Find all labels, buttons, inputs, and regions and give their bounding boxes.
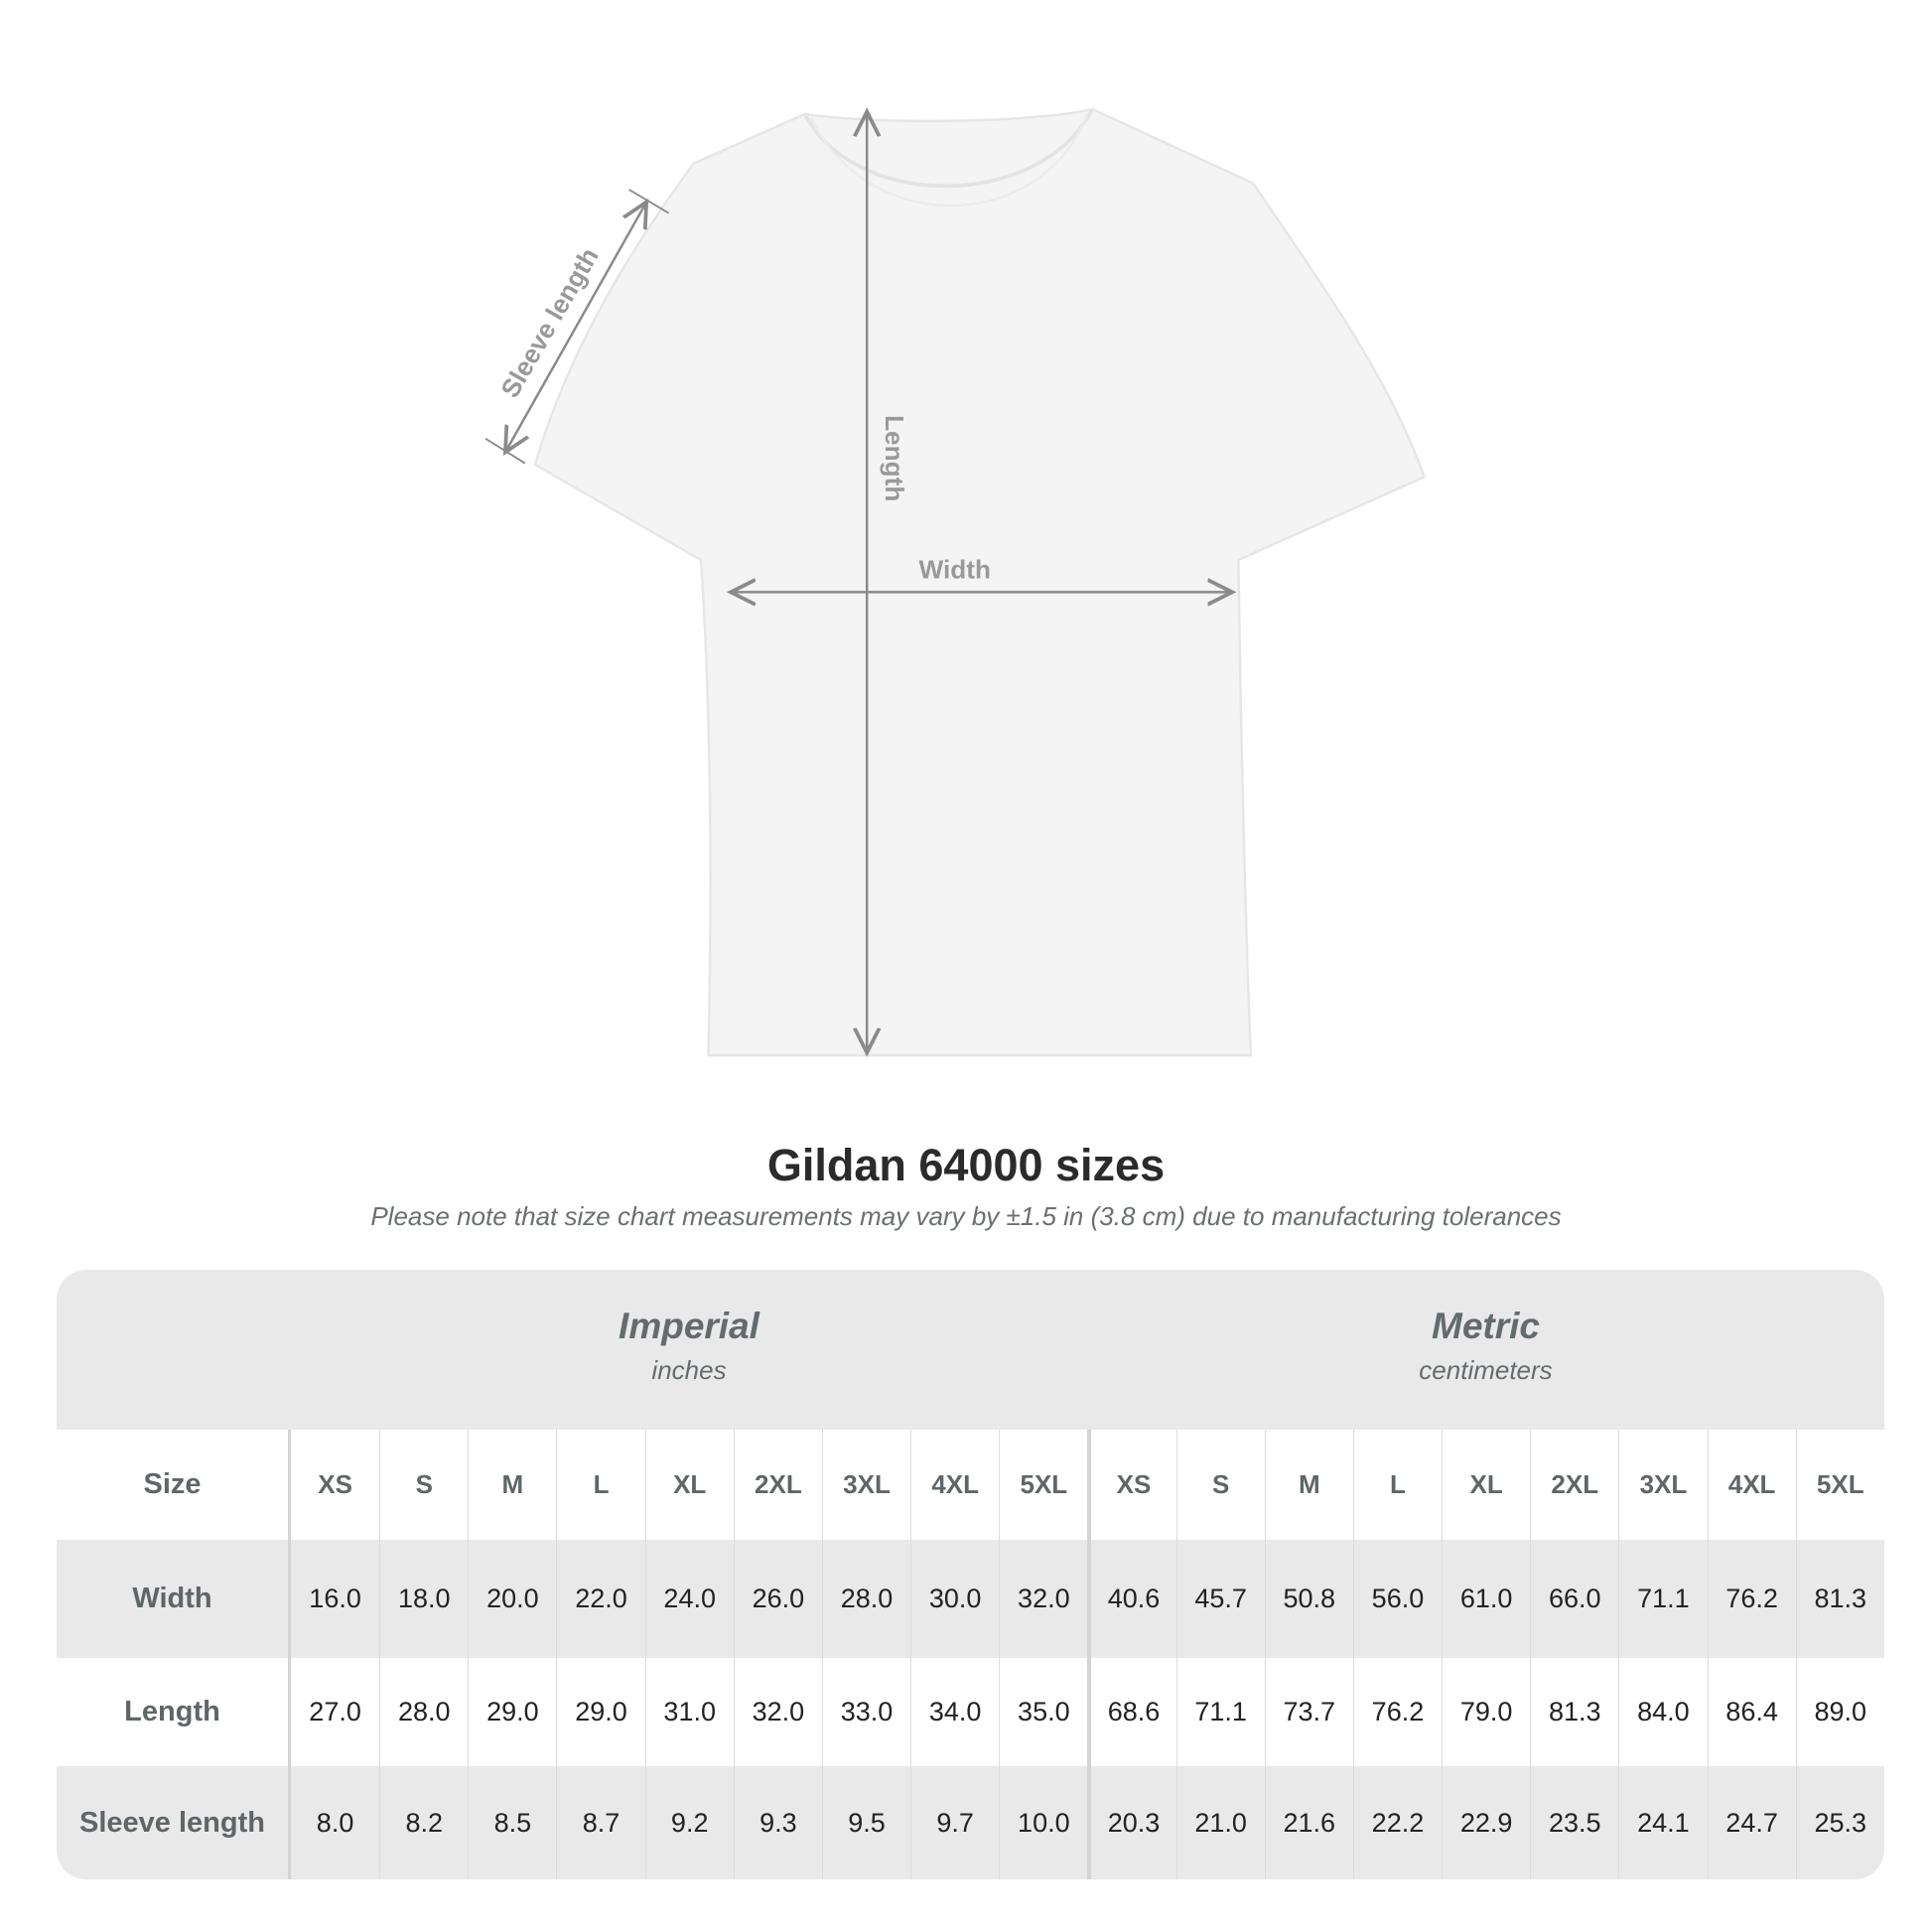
imperial-value-cell: 29.0 bbox=[468, 1658, 556, 1766]
metric-size-xs: XS bbox=[1087, 1430, 1175, 1540]
metric-value-cell: 22.9 bbox=[1442, 1766, 1530, 1879]
metric-value-cell: 21.6 bbox=[1264, 1766, 1353, 1879]
imperial-size-5xl: 5XL bbox=[999, 1430, 1087, 1540]
metric-size-2xl: 2XL bbox=[1530, 1430, 1618, 1540]
metric-value-cell: 76.2 bbox=[1352, 1658, 1442, 1766]
imperial-size-3xl: 3XL bbox=[821, 1430, 910, 1540]
imperial-value-cell: 8.0 bbox=[316, 1807, 354, 1838]
table-row-length: Length 27.0 28.0 29.0 29.0 31.0 32.0 33.0 34.0 35… bbox=[57, 1658, 1884, 1766]
imperial-value-cell: 9.3 bbox=[733, 1766, 822, 1879]
metric-value-cell: 71.1 bbox=[1618, 1540, 1707, 1658]
size-header-row: Size XS S M L XL 2XL 3XL 4XL 5XL XS S M L XL 2XL 3XL 4XL 5… bbox=[57, 1430, 1884, 1540]
imperial-value-cell: 34.0 bbox=[910, 1658, 999, 1766]
imperial-value-cell: 26.0 bbox=[733, 1540, 822, 1658]
table-row-width: Width 16.0 18.0 20.0 22.0 24.0 26.0 28.0 30.0 32.… bbox=[57, 1540, 1884, 1658]
imperial-value-cell: 27.0 bbox=[309, 1697, 361, 1726]
metric-value-cell: 56.0 bbox=[1352, 1540, 1442, 1658]
imperial-size-s: S bbox=[379, 1430, 468, 1540]
imperial-value-cell: 31.0 bbox=[644, 1658, 734, 1766]
imperial-value-cell: 8.7 bbox=[556, 1766, 644, 1879]
metric-header: Metric centimeters bbox=[1087, 1270, 1884, 1430]
imperial-value-cell: 24.0 bbox=[644, 1540, 734, 1658]
imperial-value-cell: 20.0 bbox=[468, 1540, 556, 1658]
imperial-value-cell: 29.0 bbox=[556, 1658, 644, 1766]
metric-value-cell: 81.3 bbox=[1795, 1540, 1884, 1658]
imperial-value-cell: 32.0 bbox=[733, 1658, 822, 1766]
metric-value-cell: 24.7 bbox=[1707, 1766, 1796, 1879]
imperial-value-cell: 28.0 bbox=[821, 1540, 910, 1658]
imperial-value-cell: 18.0 bbox=[379, 1540, 468, 1658]
metric-value-cell: 20.3 bbox=[1087, 1766, 1175, 1879]
metric-value-cell: 24.1 bbox=[1618, 1766, 1707, 1879]
metric-value-cell: 22.2 bbox=[1352, 1766, 1442, 1879]
metric-value-cell: 40.6 bbox=[1087, 1540, 1175, 1658]
imperial-value-cell: 9.7 bbox=[910, 1766, 999, 1879]
metric-value-cell: 79.0 bbox=[1442, 1658, 1530, 1766]
row-label: Sleeve length bbox=[57, 1766, 291, 1879]
imperial-size-xl: XL bbox=[644, 1430, 734, 1540]
row-label: Length bbox=[57, 1658, 291, 1766]
imperial-unit: inches bbox=[651, 1355, 727, 1385]
metric-size-xl: XL bbox=[1442, 1430, 1530, 1540]
imperial-value-cell: 32.0 bbox=[999, 1540, 1087, 1658]
imperial-header: Imperial inches bbox=[291, 1270, 1087, 1430]
imperial-value-cell: 10.0 bbox=[999, 1766, 1087, 1879]
metric-value-cell: 61.0 bbox=[1442, 1540, 1530, 1658]
sleeve-arrow bbox=[505, 202, 646, 452]
width-label: Width bbox=[919, 555, 991, 585]
metric-value-cell: 25.3 bbox=[1795, 1766, 1884, 1879]
imperial-value-cell: 22.0 bbox=[556, 1540, 644, 1658]
metric-size-4xl: 4XL bbox=[1707, 1430, 1796, 1540]
imperial-value-cell: 9.2 bbox=[644, 1766, 734, 1879]
page-title: Gildan 64000 sizes bbox=[766, 1140, 1166, 1190]
metric-value-cell: 71.1 bbox=[1175, 1658, 1265, 1766]
imperial-value-cell: 9.5 bbox=[821, 1766, 910, 1879]
collar bbox=[803, 108, 1094, 189]
imperial-title: Imperial bbox=[619, 1306, 759, 1346]
metric-value-cell: 50.8 bbox=[1264, 1540, 1353, 1658]
imperial-size-2xl: 2XL bbox=[733, 1430, 822, 1540]
imperial-value-cell: 8.2 bbox=[379, 1766, 468, 1879]
metric-size-m: M bbox=[1264, 1430, 1353, 1540]
metric-value-cell: 86.4 bbox=[1707, 1658, 1796, 1766]
imperial-value-cell: 30.0 bbox=[910, 1540, 999, 1658]
metric-value-cell: 81.3 bbox=[1530, 1658, 1618, 1766]
metric-value-cell: 89.0 bbox=[1795, 1658, 1884, 1766]
imperial-value-cell: 16.0 bbox=[309, 1584, 361, 1613]
metric-size-3xl: 3XL bbox=[1618, 1430, 1707, 1540]
metric-value-cell: 73.7 bbox=[1264, 1658, 1353, 1766]
imperial-value-cell: 8.5 bbox=[468, 1766, 556, 1879]
imperial-size-xs: XS bbox=[318, 1469, 352, 1499]
imperial-value-cell: 33.0 bbox=[821, 1658, 910, 1766]
metric-title: Metric bbox=[1432, 1306, 1540, 1346]
metric-size-5xl: 5XL bbox=[1795, 1430, 1884, 1540]
tshirt-measurement-diagram: Length Width Sleeve length bbox=[484, 0, 1427, 1115]
metric-value-cell: 45.7 bbox=[1175, 1540, 1265, 1658]
metric-value-cell: 84.0 bbox=[1618, 1658, 1707, 1766]
imperial-size-4xl: 4XL bbox=[910, 1430, 999, 1540]
imperial-value-cell: 35.0 bbox=[999, 1658, 1087, 1766]
metric-size-l: L bbox=[1352, 1430, 1442, 1540]
row-label: Width bbox=[57, 1540, 291, 1658]
metric-unit: centimeters bbox=[1419, 1355, 1553, 1385]
metric-value-cell: 21.0 bbox=[1175, 1766, 1265, 1879]
imperial-size-l: L bbox=[556, 1430, 644, 1540]
metric-value-cell: 23.5 bbox=[1530, 1766, 1618, 1879]
metric-value-cell: 76.2 bbox=[1707, 1540, 1796, 1658]
metric-size-s: S bbox=[1175, 1430, 1265, 1540]
imperial-value-cell: 28.0 bbox=[379, 1658, 468, 1766]
length-label: Length bbox=[880, 415, 909, 501]
metric-value-cell: 68.6 bbox=[1087, 1658, 1175, 1766]
size-label: Size bbox=[57, 1430, 291, 1540]
size-table: Imperial inches Metric centimeters Size X… bbox=[57, 1270, 1884, 1879]
metric-value-cell: 66.0 bbox=[1530, 1540, 1618, 1658]
table-row-sleeve-length: Sleeve length 8.0 8.2 8.5 8.7 9.2 9.3 9.5 9.7 10.… bbox=[57, 1766, 1884, 1879]
tolerance-note: Please note that size chart measurements… bbox=[370, 1201, 1562, 1231]
imperial-size-m: M bbox=[468, 1430, 556, 1540]
